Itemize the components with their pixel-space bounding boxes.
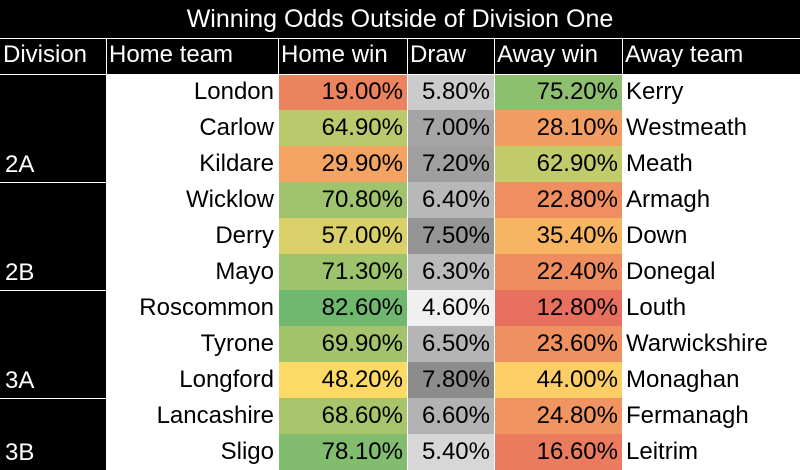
home-win-cell: 71.30% [278, 254, 407, 290]
home-team-cell: Wicklow [106, 182, 278, 218]
away-team-cell: Westmeath [622, 110, 800, 146]
home-team-cell: Roscommon [106, 290, 278, 326]
home-team-cell: Carlow [106, 110, 278, 146]
grid-line [0, 182, 106, 183]
grid-line [0, 398, 106, 399]
home-team-cell: Lancashire [106, 398, 278, 434]
home-win-cell: 29.90% [278, 146, 407, 182]
table-title: Winning Odds Outside of Division One [186, 5, 614, 33]
away-team-cell: Louth [622, 290, 800, 326]
away-win-cell: 23.60% [494, 326, 622, 362]
division-label: 3B [0, 398, 106, 470]
away-win-cell: 16.60% [494, 434, 622, 470]
draw-cell: 7.20% [407, 146, 494, 182]
home-win-cell: 48.20% [278, 362, 407, 398]
division-label: 3A [0, 290, 106, 398]
draw-cell: 6.60% [407, 398, 494, 434]
column-header: Away win [494, 38, 622, 74]
division-label: 2B [0, 182, 106, 290]
home-team-cell: Tyrone [106, 326, 278, 362]
away-win-cell: 44.00% [494, 362, 622, 398]
home-win-cell: 82.60% [278, 290, 407, 326]
home-win-cell: 64.90% [278, 110, 407, 146]
column-header: Home team [106, 38, 278, 74]
away-team-cell: Leitrim [622, 434, 800, 470]
home-win-cell: 68.60% [278, 398, 407, 434]
draw-cell: 7.80% [407, 362, 494, 398]
away-team-cell: Meath [622, 146, 800, 182]
home-team-cell: London [106, 74, 278, 110]
draw-cell: 6.30% [407, 254, 494, 290]
home-team-cell: Derry [106, 218, 278, 254]
draw-cell: 6.50% [407, 326, 494, 362]
away-team-cell: Donegal [622, 254, 800, 290]
home-team-cell: Kildare [106, 146, 278, 182]
home-team-cell: Sligo [106, 434, 278, 470]
away-win-cell: 24.80% [494, 398, 622, 434]
division-label: 2A [0, 74, 106, 182]
home-win-cell: 19.00% [278, 74, 407, 110]
home-team-cell: Mayo [106, 254, 278, 290]
away-team-cell: Monaghan [622, 362, 800, 398]
grid-line [0, 290, 106, 291]
draw-cell: 5.80% [407, 74, 494, 110]
home-team-cell: Longford [106, 362, 278, 398]
home-win-cell: 57.00% [278, 218, 407, 254]
draw-cell: 7.00% [407, 110, 494, 146]
away-team-cell: Armagh [622, 182, 800, 218]
column-header: Home win [278, 38, 407, 74]
column-header: Draw [407, 38, 494, 74]
grid-line [494, 38, 495, 470]
away-team-cell: Down [622, 218, 800, 254]
away-win-cell: 35.40% [494, 218, 622, 254]
draw-cell: 6.40% [407, 182, 494, 218]
draw-cell: 4.60% [407, 290, 494, 326]
away-team-cell: Warwickshire [622, 326, 800, 362]
away-team-cell: Fermanagh [622, 398, 800, 434]
away-win-cell: 75.20% [494, 74, 622, 110]
draw-cell: 7.50% [407, 218, 494, 254]
grid-line [407, 38, 408, 470]
away-win-cell: 62.90% [494, 146, 622, 182]
home-win-cell: 78.10% [278, 434, 407, 470]
away-team-cell: Kerry [622, 74, 800, 110]
column-header: Division [0, 38, 106, 74]
away-win-cell: 28.10% [494, 110, 622, 146]
grid-line [0, 38, 800, 39]
home-win-cell: 70.80% [278, 182, 407, 218]
away-win-cell: 12.80% [494, 290, 622, 326]
grid-line [278, 38, 279, 470]
grid-line [622, 38, 623, 470]
column-header: Away team [622, 38, 800, 74]
draw-cell: 5.40% [407, 434, 494, 470]
away-win-cell: 22.80% [494, 182, 622, 218]
away-win-cell: 22.40% [494, 254, 622, 290]
grid-line [106, 38, 107, 470]
grid-line [0, 74, 800, 75]
home-win-cell: 69.90% [278, 326, 407, 362]
